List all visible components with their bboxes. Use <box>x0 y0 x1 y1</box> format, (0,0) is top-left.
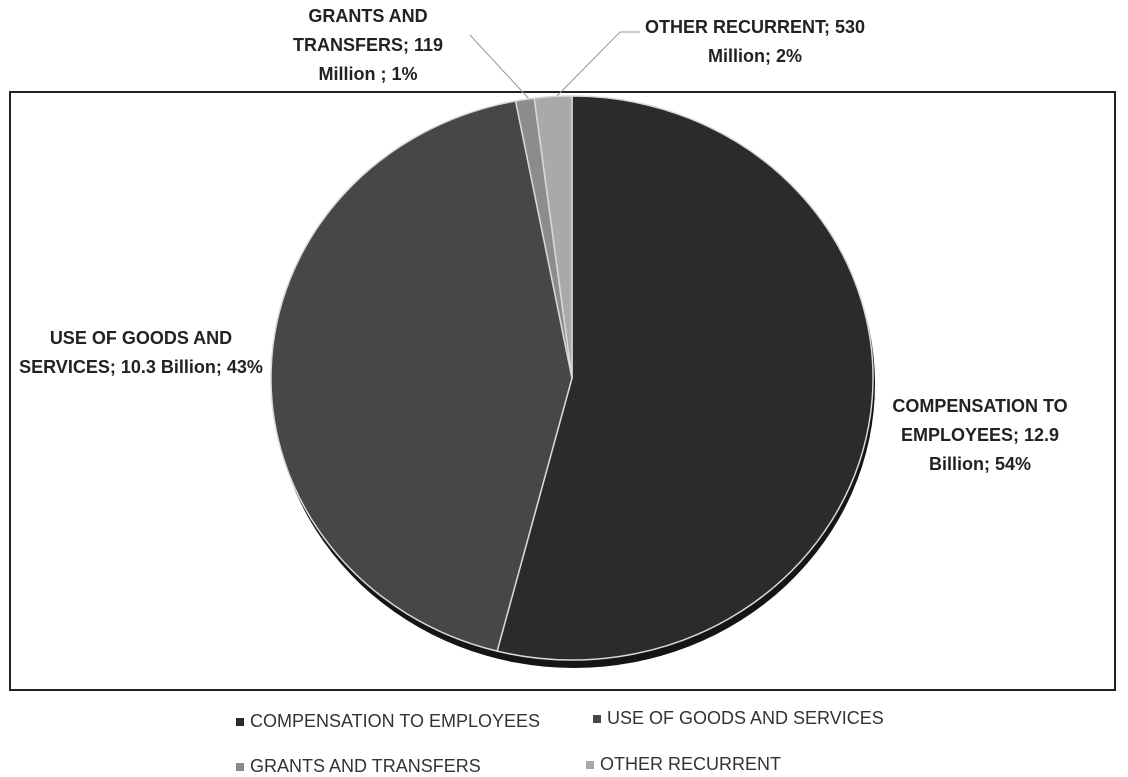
pie-slice <box>496 95 874 661</box>
legend-swatch <box>586 761 594 769</box>
slice-label: GRANTS AND TRANSFERS; 119 Million ; 1% <box>292 6 444 84</box>
legend-swatch <box>236 763 244 771</box>
legend-text: COMPENSATION TO EMPLOYEES <box>250 711 540 731</box>
plot-frame <box>9 91 1116 691</box>
legend-swatch <box>593 715 601 723</box>
legend-text: GRANTS AND TRANSFERS <box>250 756 481 776</box>
slice-label: OTHER RECURRENT; 530 Million; 2% <box>644 17 866 66</box>
leader-line <box>469 34 531 101</box>
slice-label: USE OF GOODS AND SERVICES; 10.3 Billion;… <box>19 328 263 377</box>
pie-slice <box>270 100 573 653</box>
legend-text: OTHER RECURRENT <box>600 754 781 774</box>
pie-slice <box>533 95 573 379</box>
legend-swatch <box>236 718 244 726</box>
legend-text: USE OF GOODS AND SERVICES <box>607 708 884 728</box>
leader-line <box>552 31 640 101</box>
slice-label: COMPENSATION TO EMPLOYEES; 12.9 Billion;… <box>892 396 1068 474</box>
